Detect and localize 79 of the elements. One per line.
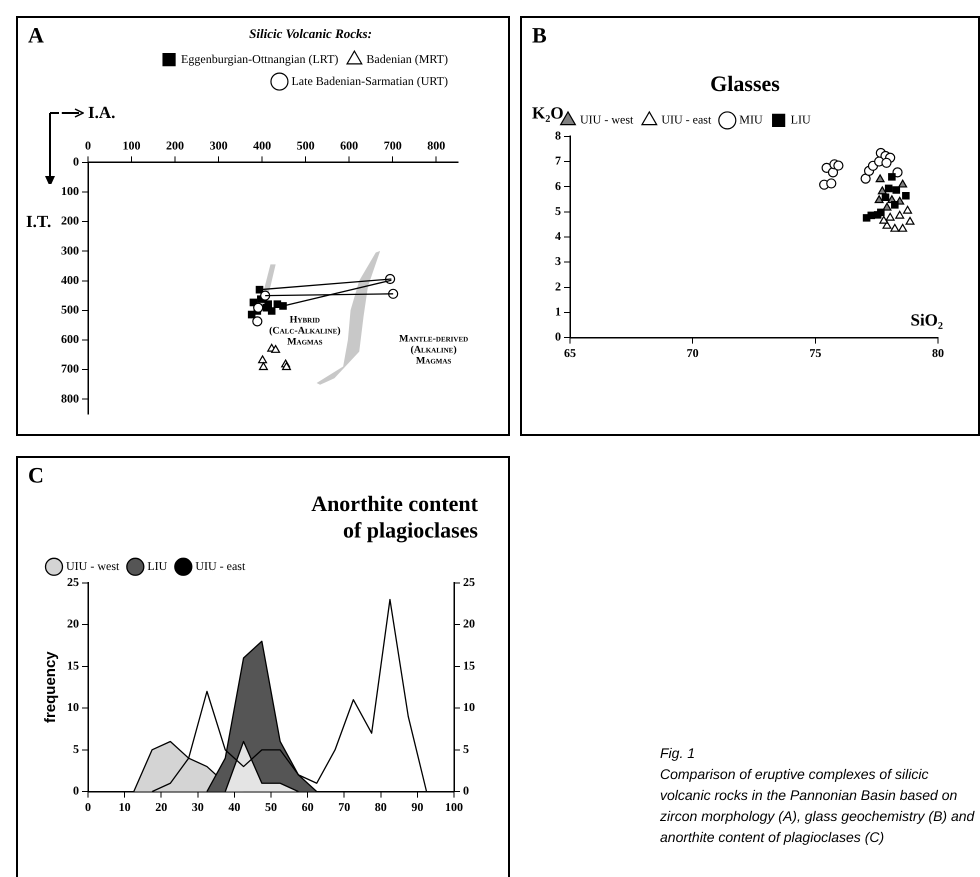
y-tick-label: 600 — [61, 332, 79, 346]
x-tick-label: 600 — [340, 138, 358, 152]
x-tick-label: 80 — [932, 346, 944, 360]
x-tick-label: 70 — [338, 800, 350, 814]
y2-tick-label: 0 — [463, 784, 469, 798]
y-tick-label: 4 — [555, 229, 561, 244]
y-axis-title: K₂O — [532, 103, 564, 122]
y-axis-title: frequency — [42, 650, 60, 724]
x-axis-title: SiO₂ — [910, 310, 943, 330]
legend-label: UIU - east — [195, 558, 246, 573]
y-tick-label: 2 — [555, 279, 561, 294]
y-tick-label: 0 — [73, 154, 79, 168]
legend-label: UIU - west — [580, 112, 634, 127]
text: Comparison of eruptive complexes of silicic volcanic rocks in the Pannonian Basin based on zircon morphology (A), glass geochemistry (B) and anorthite content of plagioclases (C) — [660, 765, 976, 847]
legend-label: Badenian (MRT) — [366, 52, 448, 66]
chart-title: Anorthite content of plagioclases — [311, 490, 479, 542]
x-tick-label: 500 — [296, 138, 315, 152]
legend-label: LIU — [790, 112, 811, 127]
text: B — [532, 22, 547, 48]
legend-label: Late Badenian-Sarmatian (URT) — [291, 74, 448, 88]
x-tick-label: 0 — [85, 138, 91, 152]
y-tick-label: 0 — [73, 784, 79, 798]
x-tick-label: 10 — [118, 800, 131, 814]
y-tick-label: 6 — [555, 178, 561, 193]
annotation: Mantle-derived (Alkaline) Magmas — [398, 333, 468, 366]
x-tick-label: 70 — [686, 346, 699, 360]
text: C — [28, 462, 44, 488]
y2-tick-label: 15 — [463, 658, 475, 672]
text: Fig. 1 — [660, 744, 696, 763]
annotation: Hybrid (Calc-Alkaline) Magmas — [269, 314, 341, 348]
y-tick-label: 5 — [73, 742, 79, 756]
y-tick-label: 3 — [555, 254, 561, 268]
legend-label: LIU — [147, 558, 168, 573]
y-tick-label: 800 — [61, 391, 79, 406]
y-tick-label: 5 — [555, 204, 561, 218]
x-tick-label: 200 — [166, 138, 184, 152]
text: A — [28, 22, 44, 48]
y-tick-label: 20 — [67, 616, 79, 631]
y-tick-label: 300 — [61, 243, 79, 258]
x-tick-label: 90 — [411, 800, 424, 814]
x-tick-label: 400 — [253, 138, 272, 152]
legend-label: MIU — [739, 112, 763, 127]
y-tick-label: 100 — [61, 184, 79, 198]
x-tick-label: 65 — [564, 346, 576, 360]
x-tick-label: 300 — [210, 138, 228, 152]
y-tick-label: 7 — [555, 154, 561, 168]
y-tick-label: 10 — [67, 700, 79, 714]
y-tick-label: 400 — [61, 272, 79, 287]
y-axis-title: I.T. — [26, 212, 52, 231]
y2-tick-label: 10 — [463, 700, 475, 714]
y-tick-label: 1 — [555, 304, 561, 319]
x-tick-label: 30 — [192, 800, 204, 814]
y2-tick-label: 20 — [463, 616, 475, 631]
x-tick-label: 100 — [445, 800, 463, 814]
chart-title: Glasses — [710, 70, 780, 96]
legend-label: UIU - west — [66, 558, 120, 573]
x-tick-label: 60 — [302, 800, 314, 814]
x-tick-label: 0 — [85, 800, 91, 814]
x-tick-label: 40 — [228, 800, 240, 814]
legend-label: Eggenburgian-Ottnangian (LRT) — [181, 52, 338, 66]
x-tick-label: 50 — [265, 800, 277, 814]
y-tick-label: 700 — [61, 362, 79, 376]
y-tick-label: 15 — [67, 658, 79, 672]
x-tick-label: 20 — [155, 800, 168, 814]
y2-tick-label: 25 — [463, 574, 475, 589]
x-tick-label: 100 — [122, 138, 141, 152]
x-axis-title: I.A. — [88, 103, 116, 122]
y-tick-label: 0 — [555, 330, 561, 344]
y2-tick-label: 5 — [463, 742, 469, 756]
x-tick-label: 75 — [809, 346, 822, 360]
y-tick-label: 500 — [61, 302, 79, 316]
legend-label: UIU - east — [661, 112, 712, 127]
x-tick-label: 80 — [374, 800, 387, 814]
y-tick-label: 200 — [61, 214, 79, 228]
y-tick-label: 8 — [555, 128, 561, 142]
y-tick-label: 25 — [67, 574, 79, 589]
x-tick-label: 700 — [384, 138, 402, 152]
legend-title: Silicic Volcanic Rocks: — [249, 26, 372, 41]
x-tick-label: 800 — [427, 138, 446, 152]
